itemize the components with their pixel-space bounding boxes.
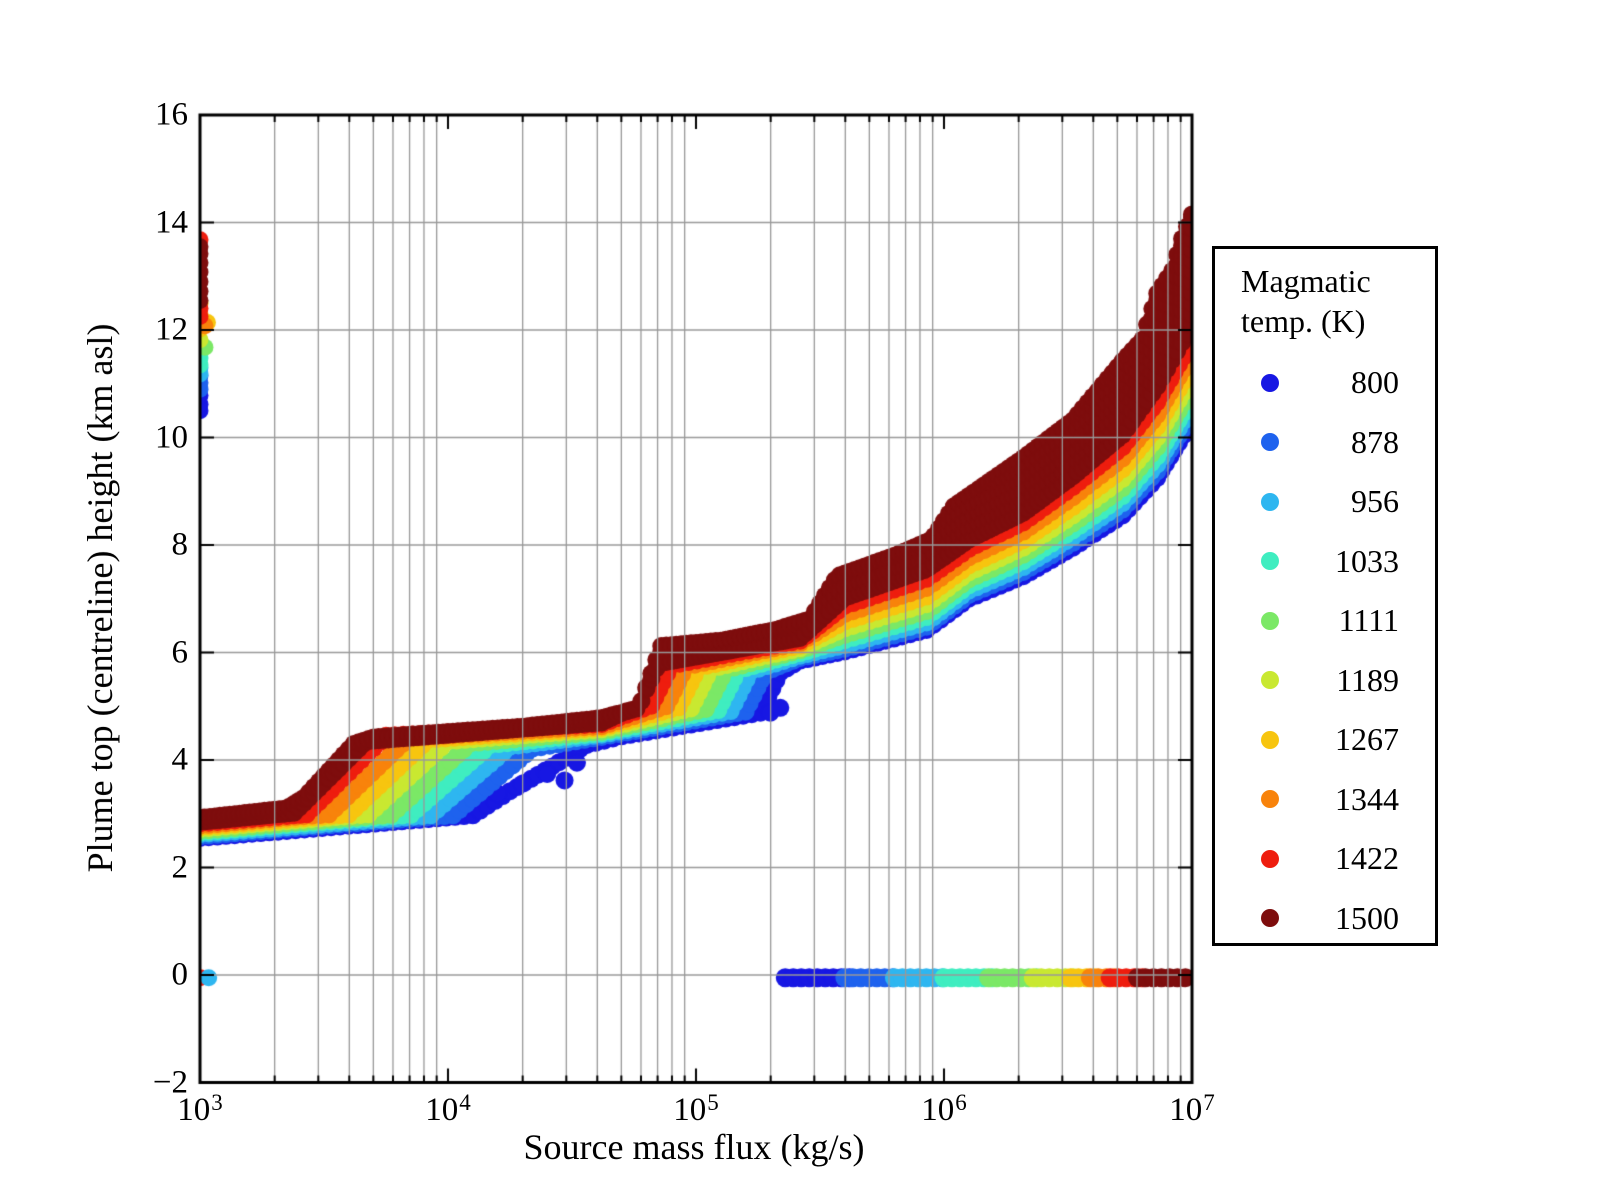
legend-item-1344: 1344	[1215, 770, 1435, 830]
legend-item-1189: 1189	[1215, 651, 1435, 711]
y-tick-label--2: −2	[152, 1064, 188, 1100]
legend-marker-icon	[1261, 909, 1279, 928]
y-tick-label-2: 2	[171, 849, 189, 885]
y-tick-label-4: 4	[171, 741, 189, 778]
legend-item-label: 1189	[1336, 661, 1399, 698]
y-tick-label-16: 16	[155, 96, 188, 133]
legend-item-878: 878	[1215, 413, 1435, 473]
y-tick-label-0: 0	[171, 956, 189, 993]
legend-item-1422: 1422	[1215, 829, 1435, 889]
x-tick-label-10e7: 107	[1169, 1090, 1215, 1128]
legend-marker-icon	[1261, 433, 1279, 452]
legend-item-956: 956	[1215, 472, 1435, 532]
x-axis-label: Source mass flux (kg/s)	[523, 1127, 865, 1167]
y-tick-label-8: 8	[171, 526, 189, 563]
legend-marker-icon	[1261, 671, 1279, 690]
legend-item-1033: 1033	[1215, 532, 1435, 592]
x-tick-label-10e3: 103	[177, 1090, 223, 1128]
y-tick-label-6: 6	[171, 634, 189, 670]
legend-box: Magmatic temp. (K) 800 878 956 1033 1111 1189…	[1212, 246, 1438, 946]
legend-item-label: 878	[1351, 423, 1399, 460]
y-tick-label-14: 14	[155, 204, 188, 240]
legend-item-1267: 1267	[1215, 710, 1435, 770]
legend-item-1500: 1500	[1215, 889, 1435, 949]
legend-item-label: 1033	[1335, 542, 1399, 579]
legend-marker-icon	[1261, 611, 1279, 630]
legend-marker-icon	[1261, 492, 1279, 511]
legend-item-label: 800	[1351, 364, 1399, 401]
legend-item-1111: 1111	[1215, 591, 1435, 651]
y-tick-label-10: 10	[155, 419, 188, 455]
legend-marker-icon	[1261, 552, 1279, 571]
legend-title-line1: Magmatic	[1241, 263, 1371, 299]
legend-item-label: 956	[1351, 483, 1399, 520]
legend-items: 800 878 956 1033 1111 1189 1267 1344 1422 1500	[1215, 353, 1435, 948]
x-tick-label-10e6: 106	[921, 1090, 967, 1128]
legend-item-label: 1422	[1335, 840, 1399, 877]
y-tick-label-12: 12	[155, 311, 188, 348]
legend-marker-icon	[1261, 373, 1279, 392]
y-axis-label: Plume top (centreline) height (km asl)	[80, 323, 120, 873]
legend-item-label: 1267	[1335, 721, 1399, 758]
legend-marker-icon	[1261, 790, 1279, 809]
legend-marker-icon	[1261, 849, 1279, 868]
x-tick-label-10e4: 104	[425, 1090, 471, 1128]
legend-title-line2: temp. (K)	[1241, 303, 1366, 339]
legend-item-label: 1344	[1335, 780, 1399, 817]
legend-item-label: 1111	[1338, 602, 1399, 639]
legend-marker-icon	[1261, 730, 1279, 749]
legend-item-800: 800	[1215, 353, 1435, 413]
x-tick-label-10e5: 105	[673, 1090, 719, 1128]
legend-item-label: 1500	[1335, 899, 1399, 936]
